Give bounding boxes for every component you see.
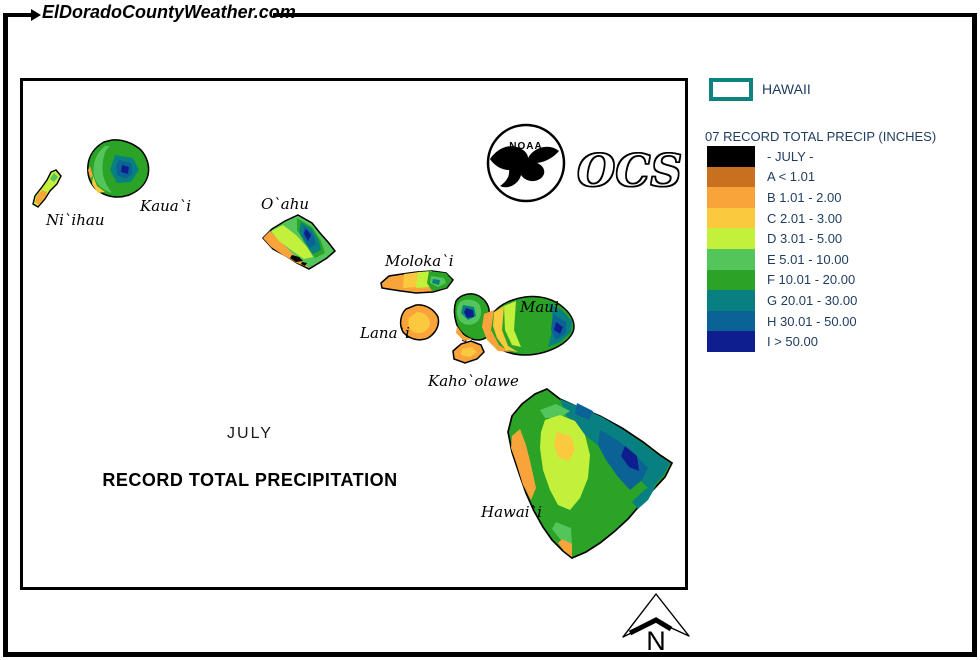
- island-label-kahoolawe: Kaho`olawe: [428, 372, 519, 390]
- legend-region-box: [709, 78, 753, 101]
- compass-label: N: [646, 626, 666, 656]
- page-border-top-stub: [3, 13, 31, 17]
- legend-swatch: [707, 187, 755, 208]
- page-border-bottom: [3, 652, 977, 657]
- legend-swatch: [707, 207, 755, 229]
- legend-title: 07 RECORD TOTAL PRECIP (INCHES): [705, 129, 937, 144]
- map-title: RECORD TOTAL PRECIPITATION: [102, 470, 398, 490]
- site-title[interactable]: ElDoradoCountyWeather.com: [42, 2, 296, 22]
- legend-row-label: E 5.01 - 10.00: [767, 251, 849, 267]
- legend-rows: - JULY - A < 1.01 B 1.01 - 2.00 C 2.01 -…: [707, 146, 857, 352]
- legend-swatch: [707, 228, 755, 249]
- island-label-kauai: Kaua`i: [140, 197, 192, 215]
- legend-swatch: [707, 290, 755, 311]
- ocs-logo-text: OCS: [576, 145, 683, 197]
- legend-row: C 2.01 - 3.00: [707, 207, 857, 229]
- legend-region-label: HAWAII: [762, 81, 811, 97]
- island-label-maui: Maui: [520, 298, 559, 316]
- legend-row: A < 1.01: [707, 166, 857, 188]
- legend-row: G 20.01 - 30.00: [707, 290, 857, 311]
- legend-swatch: [707, 166, 755, 188]
- legend-row-label: - JULY -: [767, 148, 814, 164]
- legend-row-label: D 3.01 - 5.00: [767, 231, 843, 247]
- legend-row: D 3.01 - 5.00: [707, 228, 857, 249]
- island-label-niihau: Ni`ihau: [46, 211, 105, 229]
- legend-row-label: F 10.01 - 20.00: [767, 272, 856, 288]
- month-caption: JULY: [227, 425, 273, 442]
- legend-swatch: [707, 248, 755, 270]
- legend-row-label: C 2.01 - 3.00: [767, 210, 843, 226]
- page-border-left: [3, 13, 8, 656]
- title-arrow-icon: [31, 9, 41, 21]
- legend-row: - JULY -: [707, 146, 857, 167]
- island-label-molokai: Moloka`i: [385, 252, 454, 270]
- legend-swatch: [707, 146, 755, 167]
- island-label-hawaii: Hawai`i: [481, 503, 542, 521]
- legend-row-label: A < 1.01: [767, 169, 816, 185]
- legend-row: H 30.01 - 50.00: [707, 310, 857, 332]
- legend-row: I > 50.00: [707, 331, 857, 352]
- island-label-lanai: Lana`i: [360, 324, 410, 342]
- legend-row-label: I > 50.00: [767, 334, 818, 350]
- page-border-right: [972, 13, 977, 656]
- island-label-oahu: O`ahu: [261, 195, 310, 213]
- page-border-top: [273, 13, 972, 17]
- legend-row-label: B 1.01 - 2.00: [767, 189, 842, 205]
- legend-row: E 5.01 - 10.00: [707, 248, 857, 270]
- legend-swatch: [707, 310, 755, 332]
- legend-row: B 1.01 - 2.00: [707, 187, 857, 208]
- legend-swatch: [707, 331, 755, 352]
- legend-row-label: G 20.01 - 30.00: [767, 292, 858, 308]
- legend-row-label: H 30.01 - 50.00: [767, 313, 857, 329]
- legend-row: F 10.01 - 20.00: [707, 269, 857, 291]
- legend-swatch: [707, 269, 755, 291]
- noaa-logo-text: NOAA: [509, 141, 543, 152]
